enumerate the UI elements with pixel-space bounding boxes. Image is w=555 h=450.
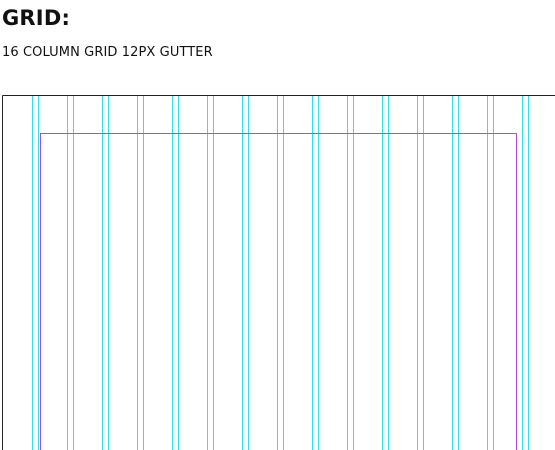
grid-description: 16 COLUMN GRID 12PX GUTTER [2,45,213,60]
page-title: GRID: [2,6,71,30]
content-margin-box [40,133,517,450]
column-guides [32,96,529,450]
